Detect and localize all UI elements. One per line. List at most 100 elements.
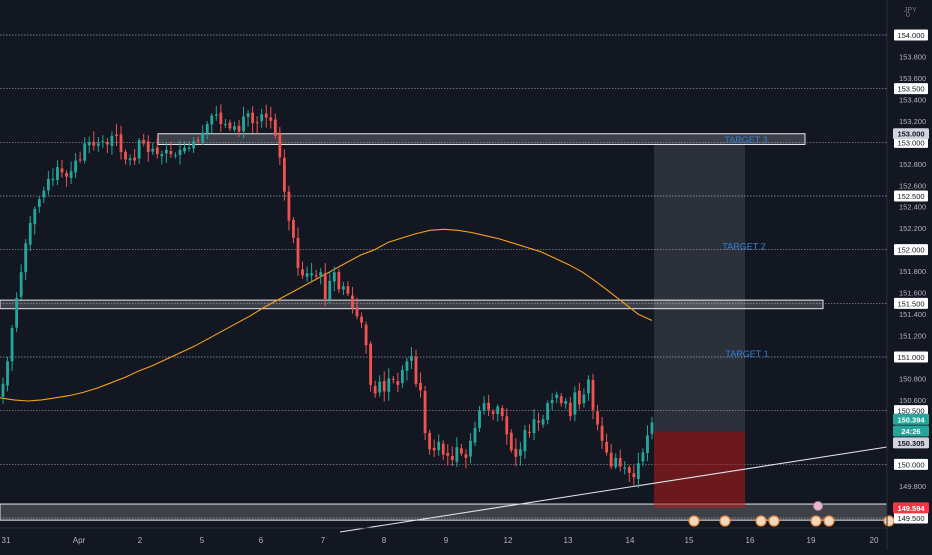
candle-body[interactable]	[355, 307, 359, 317]
candle-body[interactable]	[518, 449, 522, 456]
candle-body[interactable]	[151, 148, 155, 152]
candle-body[interactable]	[105, 142, 109, 145]
candle-body[interactable]	[437, 441, 441, 451]
candle-body[interactable]	[237, 125, 241, 132]
candle-body[interactable]	[296, 238, 300, 268]
candle-body[interactable]	[446, 452, 450, 456]
candle-body[interactable]	[650, 422, 654, 434]
candle-body[interactable]	[464, 454, 468, 458]
rising-trendline[interactable]	[339, 446, 888, 533]
candle-body[interactable]	[128, 158, 132, 161]
candle-body[interactable]	[337, 271, 341, 290]
candle-body[interactable]	[632, 473, 636, 478]
key-level-zone[interactable]	[157, 133, 806, 145]
candle-body[interactable]	[405, 361, 409, 371]
candle-body[interactable]	[369, 343, 373, 385]
candle-body[interactable]	[83, 143, 87, 161]
candle-body[interactable]	[142, 139, 146, 144]
candle-body[interactable]	[10, 328, 14, 362]
candle-body[interactable]	[287, 191, 291, 221]
candle-body[interactable]	[600, 425, 604, 441]
candle-body[interactable]	[559, 396, 563, 404]
candle-body[interactable]	[1, 383, 5, 397]
candle-body[interactable]	[42, 190, 46, 198]
candle-body[interactable]	[124, 151, 127, 160]
candle-body[interactable]	[528, 431, 531, 433]
candle-body[interactable]	[419, 382, 422, 391]
candle-body[interactable]	[487, 402, 491, 410]
candle-body[interactable]	[364, 324, 368, 346]
candle-body[interactable]	[641, 452, 645, 462]
candle-body[interactable]	[491, 411, 495, 414]
candle-body[interactable]	[160, 154, 164, 157]
candle-body[interactable]	[455, 447, 459, 462]
candle-body[interactable]	[310, 273, 314, 276]
candle-body[interactable]	[24, 243, 28, 273]
candle-body[interactable]	[273, 119, 277, 136]
candle-body[interactable]	[441, 443, 445, 455]
candle-body[interactable]	[51, 178, 55, 181]
candle-body[interactable]	[101, 141, 105, 143]
position-stop-zone[interactable]	[654, 431, 745, 508]
candle-body[interactable]	[587, 379, 590, 394]
event-marker-icon[interactable]	[823, 515, 835, 527]
candle-body[interactable]	[205, 124, 209, 134]
event-marker-icon[interactable]	[883, 515, 895, 527]
candle-body[interactable]	[214, 114, 218, 116]
candle-body[interactable]	[278, 133, 282, 158]
candle-body[interactable]	[155, 147, 159, 155]
candle-body[interactable]	[469, 440, 472, 457]
candle-body[interactable]	[541, 419, 545, 425]
candle-body[interactable]	[573, 392, 577, 415]
candle-body[interactable]	[478, 410, 481, 428]
candle-body[interactable]	[201, 132, 205, 143]
candle-body[interactable]	[382, 381, 386, 392]
candle-body[interactable]	[428, 432, 432, 450]
event-marker-icon[interactable]	[688, 515, 700, 527]
candle-body[interactable]	[137, 140, 141, 159]
candle-body[interactable]	[15, 297, 19, 328]
candle-body[interactable]	[555, 394, 559, 399]
candle-body[interactable]	[591, 379, 595, 410]
candle-body[interactable]	[346, 286, 350, 294]
candle-body[interactable]	[627, 467, 631, 473]
event-marker-icon[interactable]	[810, 515, 822, 527]
candle-body[interactable]	[260, 114, 264, 122]
candle-body[interactable]	[523, 429, 527, 452]
candle-body[interactable]	[219, 112, 223, 125]
candle-body[interactable]	[174, 155, 177, 157]
candle-body[interactable]	[33, 208, 37, 225]
event-marker-icon[interactable]	[719, 515, 731, 527]
position-profit-zone[interactable]	[654, 144, 745, 432]
candle-body[interactable]	[28, 222, 32, 245]
candle-body[interactable]	[537, 420, 540, 423]
candle-body[interactable]	[410, 355, 413, 361]
candle-body[interactable]	[233, 126, 236, 130]
candle-body[interactable]	[432, 447, 436, 451]
candle-body[interactable]	[228, 122, 232, 129]
candle-body[interactable]	[378, 381, 382, 393]
candle-body[interactable]	[110, 135, 114, 147]
candle-body[interactable]	[251, 112, 255, 124]
candle-body[interactable]	[564, 401, 568, 404]
candle-body[interactable]	[192, 141, 196, 149]
candle-body[interactable]	[56, 167, 59, 180]
candle-body[interactable]	[509, 432, 513, 451]
candle-body[interactable]	[242, 116, 245, 132]
candle-body[interactable]	[6, 361, 9, 386]
candle-body[interactable]	[115, 134, 118, 136]
candle-body[interactable]	[473, 427, 477, 443]
candle-body[interactable]	[646, 435, 649, 454]
candle-body[interactable]	[568, 402, 572, 417]
candle-body[interactable]	[618, 458, 622, 467]
candle-body[interactable]	[178, 149, 182, 156]
candle-body[interactable]	[450, 455, 454, 461]
candle-body[interactable]	[37, 199, 41, 207]
candle-body[interactable]	[74, 160, 78, 173]
candle-body[interactable]	[609, 452, 613, 467]
candle-body[interactable]	[414, 356, 418, 384]
candle-body[interactable]	[305, 273, 309, 277]
candle-body[interactable]	[550, 399, 554, 404]
candle-body[interactable]	[223, 124, 227, 126]
